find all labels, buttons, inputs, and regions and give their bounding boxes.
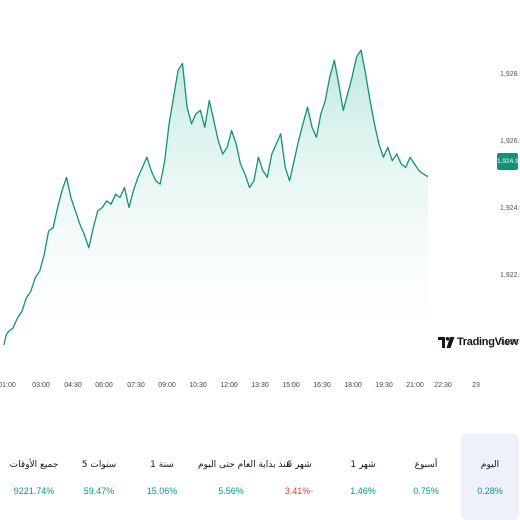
period-item[interactable]: 1 سنة 15.06% [133,434,191,520]
period-value: 1.46% [350,486,376,496]
period-label: أسبوع [414,460,438,470]
x-axis-tick-label: 23 [472,382,480,389]
period-item[interactable]: أسبوع 0.75% [397,434,455,520]
period-label: 1 شهر [350,460,376,470]
x-axis-tick-label: 07:30 [127,382,145,389]
x-axis-tick-label: 04:30 [64,382,82,389]
period-value: 3.41%- [284,486,314,496]
y-axis-tick-label: 1,924.00 [500,205,520,212]
period-item[interactable]: 5 سنوات 59.47% [70,434,128,520]
period-value: 0.28% [477,486,503,496]
x-axis-tick-label: 16:30 [313,382,331,389]
x-axis-tick-label: 15:00 [282,382,300,389]
price-line [3,49,429,346]
x-axis-tick-label: 03:00 [32,382,50,389]
y-axis-tick-label: 1,920.00 [500,339,520,346]
period-item[interactable]: اليوم 0.28% [461,434,519,520]
period-item[interactable]: منذ بداية العام حتى اليوم 5.56% [198,434,291,520]
price-area [4,50,428,365]
x-axis-tick-label: 18:00 [344,382,362,389]
period-label: 1 سنة [150,460,174,470]
tradingview-logo-icon [438,336,455,348]
period-value: 9221.74% [13,486,55,496]
x-axis-tick-label: 19:30 [375,382,393,389]
period-label: اليوم [480,460,500,470]
period-item[interactable]: 1 شهر 1.46% [334,434,392,520]
period-item[interactable]: جميع الأوقات 9221.74% [5,434,63,520]
period-label: 6 شهر [286,460,312,470]
period-value: 0.75% [413,486,439,496]
x-axis-tick-label: 10:30 [189,382,207,389]
tradingview-logo[interactable]: TradingView [438,332,519,352]
period-item[interactable]: 6 شهر 3.41%- [270,434,328,520]
last-price-badge: 1,924.92 [497,153,520,170]
period-label: منذ بداية العام حتى اليوم [198,460,291,470]
x-axis-tick-label: 13:30 [251,382,269,389]
performance-periods: اليوم 0.28% أسبوع 0.75% 1 شهر 1.46% 6 شهر 3.41%… [0,434,520,520]
x-axis-tick-label: 22:30 [434,382,452,389]
price-chart[interactable]: 1,928.00 1,926.00 1,924.00 1,922.00 1,920.00… [0,0,520,400]
x-axis-tick-label: 09:00 [158,382,176,389]
period-value: 59.47% [83,486,115,496]
period-label: 5 سنوات [81,460,117,470]
period-label: جميع الأوقات [9,460,59,470]
period-value: 15.06% [146,486,178,496]
y-axis-tick-label: 1,922.00 [500,272,520,279]
x-axis-tick-label: 21:00 [406,382,424,389]
x-axis-tick-label: 01:00 [0,382,16,389]
period-value: 5.56% [218,486,244,496]
x-axis-tick-label: 12:00 [220,382,238,389]
y-axis-tick-label: 1,928.00 [500,71,520,78]
y-axis-tick-label: 1,926.00 [500,138,520,145]
tradingview-logo-text: TradingView [457,336,519,348]
chart-canvas[interactable]: 1,928.00 1,926.00 1,924.00 1,922.00 1,920.00… [0,0,520,400]
x-axis-tick-label: 06:00 [95,382,113,389]
